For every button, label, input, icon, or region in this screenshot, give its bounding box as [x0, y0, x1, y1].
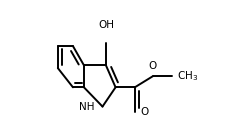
Text: NH: NH	[79, 102, 94, 112]
Text: O: O	[149, 61, 157, 71]
Text: O: O	[140, 107, 149, 117]
Text: CH$_3$: CH$_3$	[178, 69, 199, 83]
Text: OH: OH	[98, 20, 114, 30]
